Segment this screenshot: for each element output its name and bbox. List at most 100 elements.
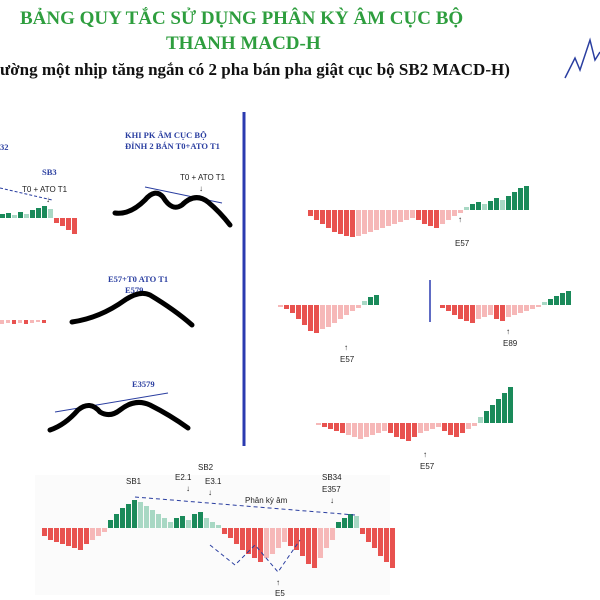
histogram-bar (368, 210, 373, 232)
histogram-bar (198, 512, 203, 528)
right-histogram-1 (308, 186, 529, 237)
histogram-bar (452, 210, 457, 216)
histogram-bar (336, 522, 341, 528)
histogram-bar (494, 305, 499, 319)
label-e357: E357 (322, 485, 341, 494)
histogram-bar (366, 528, 371, 542)
arrow-down-icon: ↓ (208, 488, 212, 497)
histogram-bar (354, 516, 359, 528)
histogram-bar (66, 218, 71, 230)
histogram-bar (482, 305, 487, 317)
histogram-bar (502, 393, 507, 423)
histogram-bar (350, 305, 355, 311)
histogram-bar (204, 518, 209, 528)
histogram-bar (332, 305, 337, 323)
arrow-down-icon: ↓ (199, 184, 203, 193)
histogram-bar (108, 520, 113, 528)
histogram-bar (370, 423, 375, 435)
histogram-bar (530, 305, 535, 309)
histogram-bar (308, 305, 313, 331)
histogram-bar (66, 528, 71, 546)
histogram-bar (382, 423, 387, 431)
left-histogram-2 (0, 320, 46, 324)
arrow-up-icon: ↑ (423, 450, 427, 459)
histogram-bar (392, 210, 397, 224)
histogram-bar (458, 305, 463, 319)
histogram-bar (24, 214, 29, 218)
histogram-bar (24, 320, 28, 324)
histogram-bar (258, 528, 263, 562)
histogram-bar (174, 518, 179, 528)
histogram-bar (114, 514, 119, 528)
label-e57-top: E57 (455, 239, 470, 248)
histogram-bar (500, 200, 505, 210)
histogram-bar (30, 210, 35, 218)
histogram-bar (512, 192, 517, 210)
histogram-bar (282, 528, 287, 542)
histogram-bar (470, 305, 475, 323)
histogram-bar (422, 210, 427, 224)
histogram-bar (518, 305, 523, 313)
label-khi-line1: KHI PK ÂM CỤC BỘ (125, 130, 207, 140)
histogram-bar (78, 528, 83, 550)
histogram-bar (464, 207, 469, 210)
label-sb2: SB2 (198, 463, 214, 472)
divergence-line-left (0, 187, 53, 201)
histogram-bar (326, 305, 331, 327)
histogram-bar (84, 528, 89, 544)
histogram-bar (120, 508, 125, 528)
histogram-bar (48, 528, 53, 540)
histogram-bar (400, 423, 405, 439)
histogram-bar (386, 210, 391, 226)
histogram-bar (476, 305, 481, 319)
histogram-bar (344, 305, 349, 315)
histogram-bar (404, 210, 409, 220)
histogram-bar (60, 218, 65, 226)
label-sb3: SB3 (42, 167, 57, 177)
histogram-bar (132, 500, 137, 528)
histogram-bar (406, 423, 411, 441)
histogram-bar (320, 210, 325, 224)
histogram-bar (0, 214, 5, 218)
histogram-bar (390, 528, 395, 568)
histogram-bar (316, 423, 321, 425)
arrow-down-icon: ↓ (186, 484, 190, 493)
histogram-bar (416, 210, 421, 220)
histogram-bar (54, 528, 59, 542)
histogram-bar (246, 528, 251, 554)
left-histogram (0, 206, 77, 234)
histogram-bar (458, 210, 463, 213)
label-e3579: E3579 (132, 379, 155, 389)
histogram-bar (12, 215, 17, 218)
histogram-bar (320, 305, 325, 329)
histogram-bar (102, 528, 107, 532)
histogram-bar (314, 305, 319, 333)
histogram-bar (434, 210, 439, 228)
histogram-bar (222, 528, 227, 534)
histogram-bar (368, 297, 373, 305)
label-e57-low: E57 (420, 462, 435, 471)
label-sb1: SB1 (126, 477, 142, 486)
histogram-bar (446, 305, 451, 311)
histogram-bar (548, 299, 553, 305)
histogram-bar (362, 210, 367, 234)
histogram-bar (180, 516, 185, 528)
price-curve-single-top (69, 290, 195, 328)
label-t0-ato-left: T0 + ATO T1 (22, 185, 68, 194)
histogram-bar (356, 305, 361, 308)
histogram-bar (338, 305, 343, 319)
histogram-bar (156, 514, 161, 528)
histogram-bar (168, 522, 173, 528)
histogram-bar (252, 528, 257, 558)
histogram-bar (518, 188, 523, 210)
bottom-histogram (42, 500, 395, 568)
histogram-bar (412, 423, 417, 437)
histogram-bar (72, 218, 77, 234)
histogram-bar (508, 387, 513, 423)
right-histogram-4 (316, 387, 513, 441)
histogram-bar (374, 210, 379, 230)
histogram-bar (418, 423, 423, 433)
histogram-bar (448, 423, 453, 435)
price-curve-triple (47, 399, 191, 433)
divergence-line-bottom (54, 392, 169, 413)
